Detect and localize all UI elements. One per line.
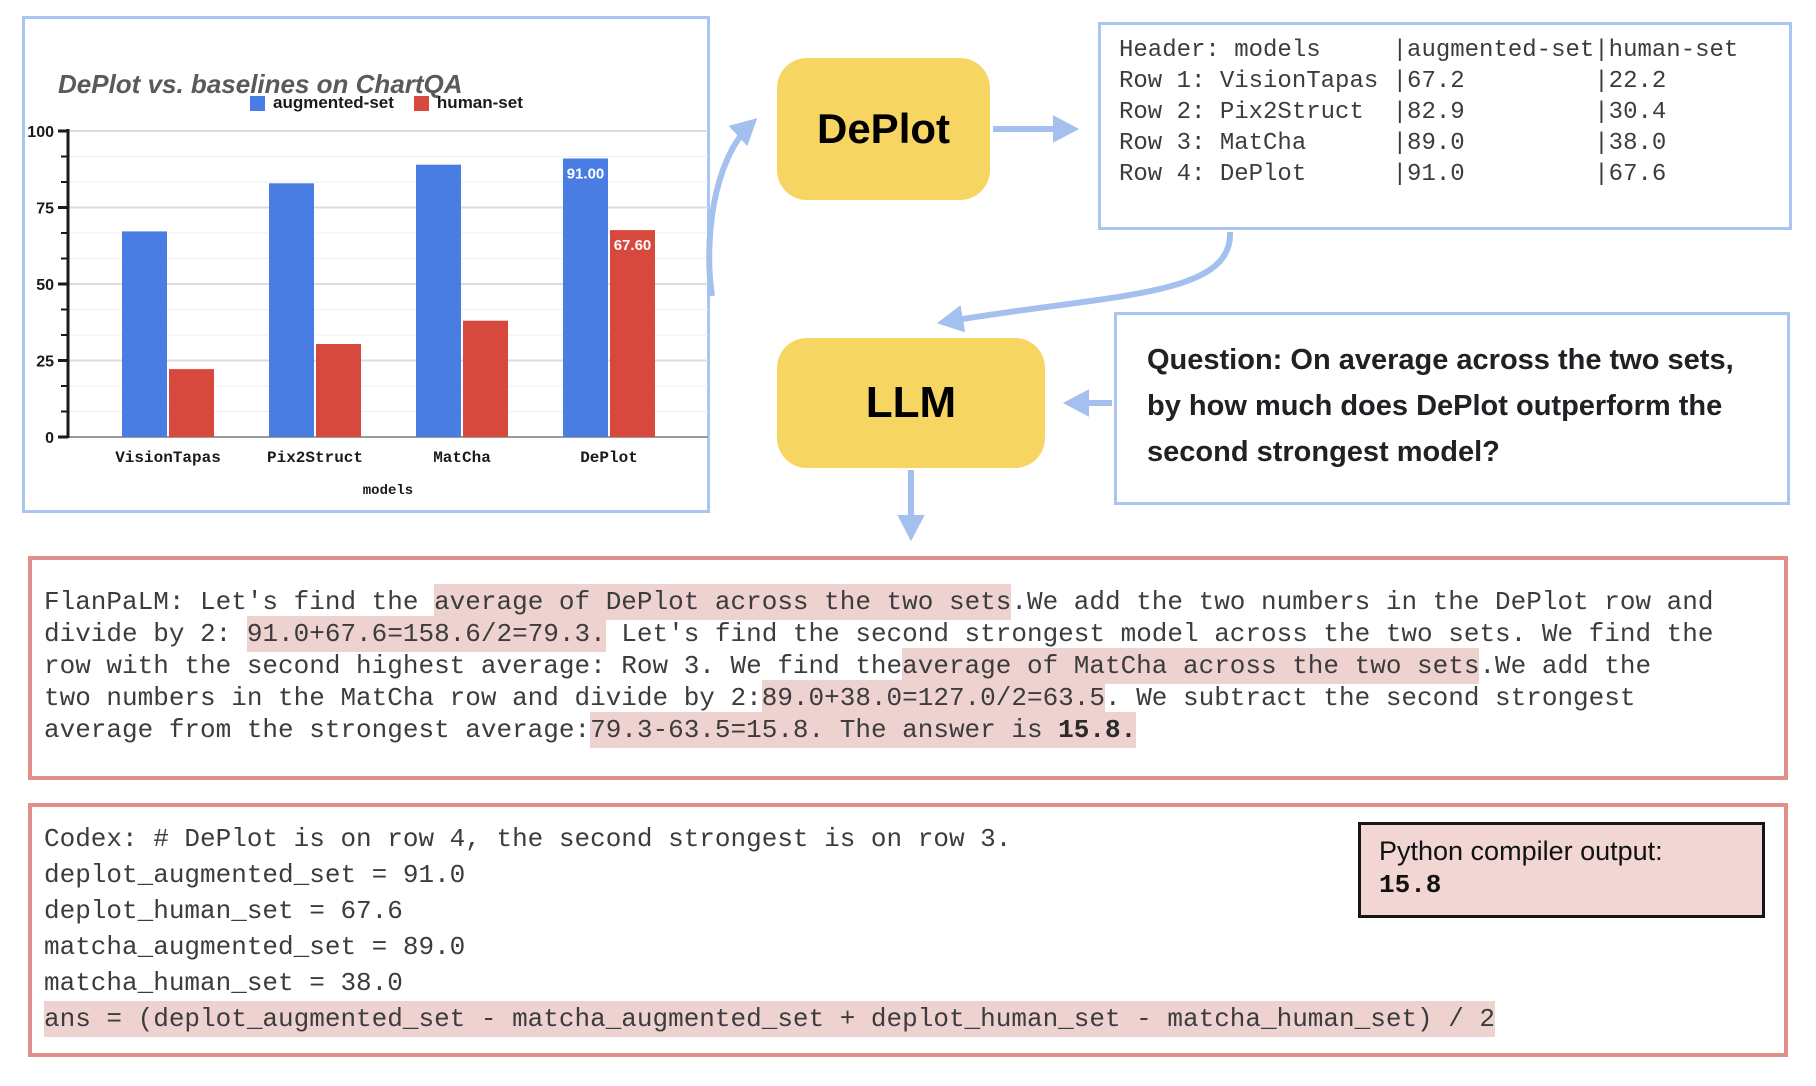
- text: FlanPaLM: Let's find the: [44, 587, 435, 617]
- text-line: average from the strongest average:79.3-…: [44, 712, 1784, 748]
- svg-text:0: 0: [45, 430, 54, 447]
- question-box: Question: On average across the two sets…: [1114, 312, 1790, 505]
- text-line: deplot_human_set = 67.6: [44, 893, 1784, 929]
- text: .We add the: [1479, 651, 1652, 681]
- flanpalm-output-box: FlanPaLM: Let's find the average of DePl…: [28, 556, 1788, 780]
- x-tick-label: VisionTapas: [115, 449, 221, 467]
- x-tick-label: MatCha: [433, 449, 491, 467]
- text: . We subtract the second strongest: [1104, 683, 1636, 713]
- question-text-line: by how much does DePlot outperform the: [1147, 390, 1723, 422]
- legend-swatch-blue: [250, 95, 265, 111]
- text: row with the second highest average: Row…: [44, 651, 903, 681]
- text: average from the strongest average:: [44, 715, 591, 745]
- text: .We add the two numbers in the DePlot ro…: [1011, 587, 1714, 617]
- legend-item-augmented-set: augmented-set: [250, 93, 394, 113]
- bar-human-set-DePlot: [610, 230, 655, 437]
- compiler-output-value: 15.8: [1379, 870, 1442, 900]
- bar-value-label: 67.60: [614, 237, 652, 254]
- bar-human-set-VisionTapas: [169, 369, 214, 437]
- text: deplot_augmented_set = 91.0: [44, 860, 466, 890]
- text-line: matcha_human_set = 38.0: [44, 965, 1784, 1001]
- linearized-table-box: Header: models |augmented-set|human-set …: [1098, 22, 1792, 230]
- text-line: two numbers in the MatCha row and divide…: [44, 680, 1784, 716]
- legend-label: human-set: [436, 93, 523, 112]
- deplot-node: DePlot: [777, 58, 990, 200]
- x-axis-title: models: [363, 483, 413, 499]
- text: matcha_human_set = 38.0: [44, 968, 403, 998]
- text: deplot_human_set = 67.6: [44, 896, 403, 926]
- bar-augmented-set-DePlot: [563, 158, 608, 437]
- svg-text:50: 50: [36, 277, 54, 294]
- legend-label: augmented-set: [273, 93, 394, 112]
- bar-human-set-Pix2Struct: [316, 344, 361, 437]
- bar-augmented-set-MatCha: [416, 164, 461, 437]
- bar-chart-plot: 0 25 50 75 100 91.00 67.60 VisionTapas Pix2Struc…: [27, 124, 708, 499]
- arrow-chart-to-deplot: [706, 118, 758, 297]
- highlighted-text: 79.3-63.5=15.8. The answer is: [590, 712, 1059, 748]
- text: matcha_augmented_set = 89.0: [44, 932, 466, 962]
- highlighted-text: ans = (deplot_augmented_set - matcha_aug…: [44, 1001, 1496, 1037]
- text-line: Codex: # DePlot is on row 4, the second …: [44, 821, 1784, 857]
- text-line: divide by 2: 91.0+67.6=158.6/2=79.3. Let…: [44, 616, 1784, 652]
- text: Let's find the second strongest model ac…: [605, 619, 1714, 649]
- legend-item-human-set: human-set: [413, 93, 523, 113]
- svg-text:75: 75: [36, 201, 54, 218]
- highlighted-text: 89.0+38.0=127.0/2=63.5: [761, 680, 1105, 716]
- text-line: FlanPaLM: Let's find the average of DePl…: [44, 584, 1784, 620]
- question-text-line: second strongest model?: [1147, 436, 1500, 468]
- arrow-table-to-llm: [936, 231, 1234, 333]
- text-line: matcha_augmented_set = 89.0: [44, 929, 1784, 965]
- svg-text:25: 25: [36, 354, 54, 371]
- llm-node: LLM: [777, 338, 1045, 468]
- highlighted-text: average of DePlot across the two sets: [434, 584, 1012, 620]
- highlighted-text: 91.0+67.6=158.6/2=79.3.: [246, 616, 606, 652]
- svg-text:100: 100: [27, 124, 54, 141]
- python-compiler-output-box: Python compiler output: 15.8: [1358, 822, 1765, 918]
- codex-output-box: Codex: # DePlot is on row 4, the second …: [28, 803, 1788, 1057]
- text: two numbers in the MatCha row and divide…: [44, 683, 762, 713]
- highlighted-text: average of MatCha across the two sets: [902, 648, 1480, 684]
- chart-title: DePlot vs. baselines on ChartQA: [58, 69, 463, 99]
- text-line: deplot_augmented_set = 91.0: [44, 857, 1784, 893]
- bar-augmented-set-Pix2Struct: [269, 183, 314, 437]
- compiler-output-title: Python compiler output:: [1379, 836, 1663, 866]
- text-line: row with the second highest average: Row…: [44, 648, 1784, 684]
- text: Codex: # DePlot is on row 4, the second …: [44, 824, 1012, 854]
- bar-augmented-set-VisionTapas: [122, 231, 167, 437]
- x-tick-label: Pix2Struct: [267, 449, 363, 467]
- bar-value-label: 91.00: [567, 166, 605, 183]
- chart-legend: augmented-set human-set: [250, 93, 523, 113]
- legend-swatch-red: [413, 95, 429, 111]
- x-tick-label: DePlot: [580, 449, 638, 467]
- highlighted-text: 15.8.: [1058, 712, 1137, 748]
- chart-figure: 0 25 50 75 100 91.00 67.60 VisionTapas Pix2Struc…: [22, 16, 710, 513]
- linearized-table-text: Header: models |augmented-set|human-set …: [1119, 37, 1739, 188]
- text: divide by 2:: [44, 619, 247, 649]
- text-line: ans = (deplot_augmented_set - matcha_aug…: [44, 1001, 1784, 1037]
- question-text-line: Question: On average across the two sets…: [1147, 344, 1734, 376]
- bar-human-set-MatCha: [463, 320, 508, 437]
